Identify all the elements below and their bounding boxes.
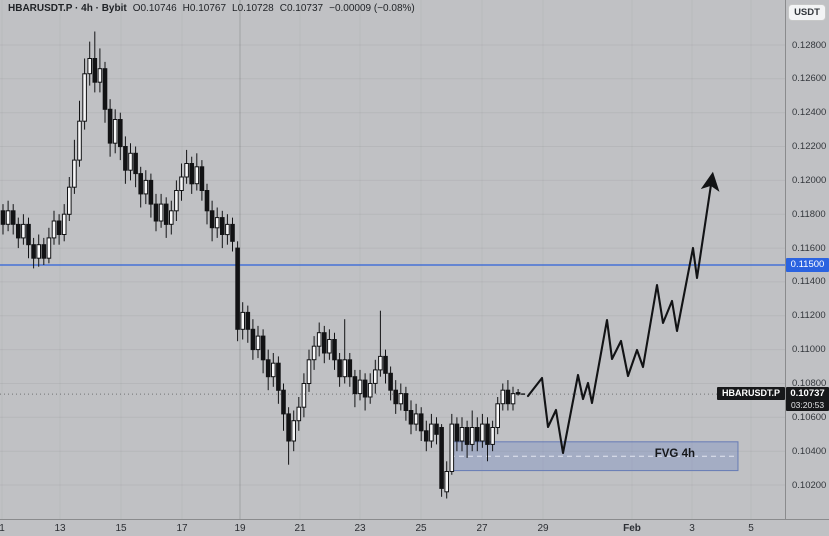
symbol-price-badge: HBARUSDT.P [716, 387, 785, 401]
time-axis-label: 13 [54, 523, 66, 534]
projection-arrow[interactable] [526, 171, 720, 455]
price-axis-label: 0.12000 [792, 174, 827, 186]
time-axis-label: 29 [537, 523, 549, 534]
time-axis-label: 25 [415, 523, 427, 534]
legend-low: L0.10728 [232, 3, 274, 14]
time-axis-label: 19 [234, 523, 246, 534]
time-axis-label: 21 [294, 523, 306, 534]
time-axis-label: 27 [476, 523, 488, 534]
level-price-label: 0.11500 [786, 258, 829, 272]
price-axis-label: 0.10600 [792, 411, 827, 423]
fvg-label[interactable]: FVG 4h [654, 448, 695, 461]
price-axis[interactable]: 0.12800 0.12600 0.12400 0.12200 0.12000 0.118… [785, 0, 829, 519]
symbol-title[interactable]: HBARUSDT.P · 4h · Bybit [8, 3, 127, 14]
price-axis-label: 0.12600 [792, 73, 827, 85]
legend-open: O0.10746 [132, 3, 177, 14]
legend-high: H0.10767 [182, 3, 227, 14]
last-price-value: 0.10737 [790, 388, 825, 400]
candles-layer [0, 31, 526, 499]
vertical-gridlines [239, 0, 241, 519]
time-axis-label: 17 [176, 523, 188, 534]
price-axis-label: 0.12400 [792, 107, 827, 119]
time-axis-label: 15 [115, 523, 127, 534]
time-axis-label: Feb [623, 523, 641, 534]
currency-toggle-button[interactable]: USDT [788, 4, 826, 21]
time-axis-label: 23 [354, 523, 366, 534]
price-axis-label: 0.10800 [792, 378, 827, 389]
bar-countdown: 03:20:53 [790, 400, 825, 411]
time-axis[interactable]: 1 13 15 17 19 21 23 25 27 29 Feb 3 5 [0, 519, 829, 536]
price-axis-label: 0.11200 [792, 310, 826, 322]
legend-close: C0.10737 [279, 3, 324, 14]
price-axis-label: 0.12800 [792, 39, 827, 51]
horizontal-gridlines [0, 44, 785, 486]
time-axis-label: 3 [689, 523, 695, 534]
time-axis-label: 5 [748, 523, 754, 534]
legend-change: −0.00009 (−0.08%) [329, 3, 415, 14]
price-axis-label: 0.11600 [792, 242, 826, 254]
price-axis-label: 0.11800 [792, 208, 826, 220]
price-axis-label: 0.10200 [792, 479, 827, 491]
price-axis-label: 0.12200 [792, 141, 827, 152]
last-price-label: 0.10737 03:20:53 [786, 387, 829, 412]
price-axis-label: 0.11400 [792, 276, 826, 288]
price-axis-label: 0.11000 [792, 344, 826, 356]
symbol-legend[interactable]: HBARUSDT.P · 4h · Bybit O0.10746 H0.1076… [8, 3, 415, 14]
time-axis-label: 1 [0, 523, 5, 534]
price-axis-label: 0.10400 [792, 445, 827, 457]
